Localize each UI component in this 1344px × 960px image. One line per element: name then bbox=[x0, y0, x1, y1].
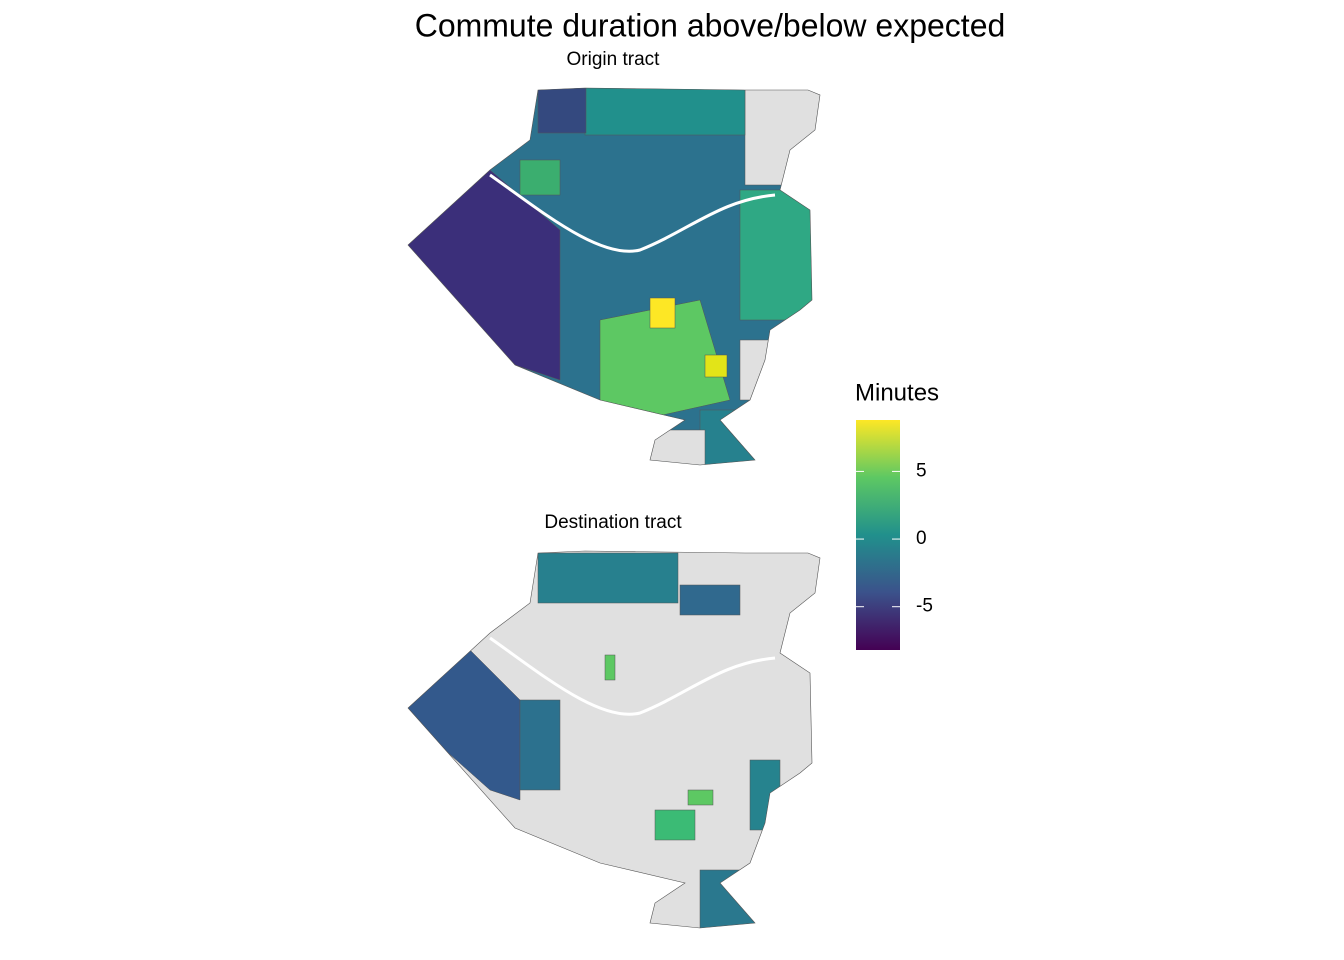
destination-map bbox=[408, 551, 820, 928]
legend: -5 0 5 bbox=[856, 420, 933, 650]
tract bbox=[584, 88, 746, 136]
tract bbox=[644, 429, 706, 465]
colorbar bbox=[856, 420, 900, 650]
county-outline bbox=[407, 550, 821, 929]
tract bbox=[654, 809, 696, 841]
tract bbox=[679, 584, 741, 616]
colorbar-tick-label: -5 bbox=[916, 596, 933, 617]
panel-title: Destination tract bbox=[544, 512, 682, 533]
tract bbox=[519, 699, 561, 791]
tract bbox=[537, 552, 679, 604]
legend-title: Minutes bbox=[855, 379, 939, 406]
tract bbox=[739, 339, 771, 401]
tract bbox=[699, 409, 761, 465]
tract bbox=[599, 299, 731, 421]
colorbar-tick-label: 5 bbox=[916, 460, 927, 481]
origin-map bbox=[408, 88, 820, 465]
tract bbox=[537, 88, 587, 134]
tract bbox=[687, 789, 714, 806]
river bbox=[489, 636, 776, 716]
tract bbox=[604, 654, 616, 681]
panel-title: Origin tract bbox=[567, 49, 661, 70]
tract bbox=[749, 759, 781, 831]
colorbar-tick-label: 0 bbox=[916, 528, 927, 549]
county-outline bbox=[407, 87, 821, 466]
tract bbox=[519, 159, 561, 196]
chart-title: Commute duration above/below expected bbox=[415, 7, 1006, 43]
tract bbox=[649, 297, 676, 329]
tract bbox=[739, 189, 816, 321]
river bbox=[489, 173, 776, 253]
tract bbox=[699, 869, 761, 928]
tract bbox=[704, 354, 728, 378]
